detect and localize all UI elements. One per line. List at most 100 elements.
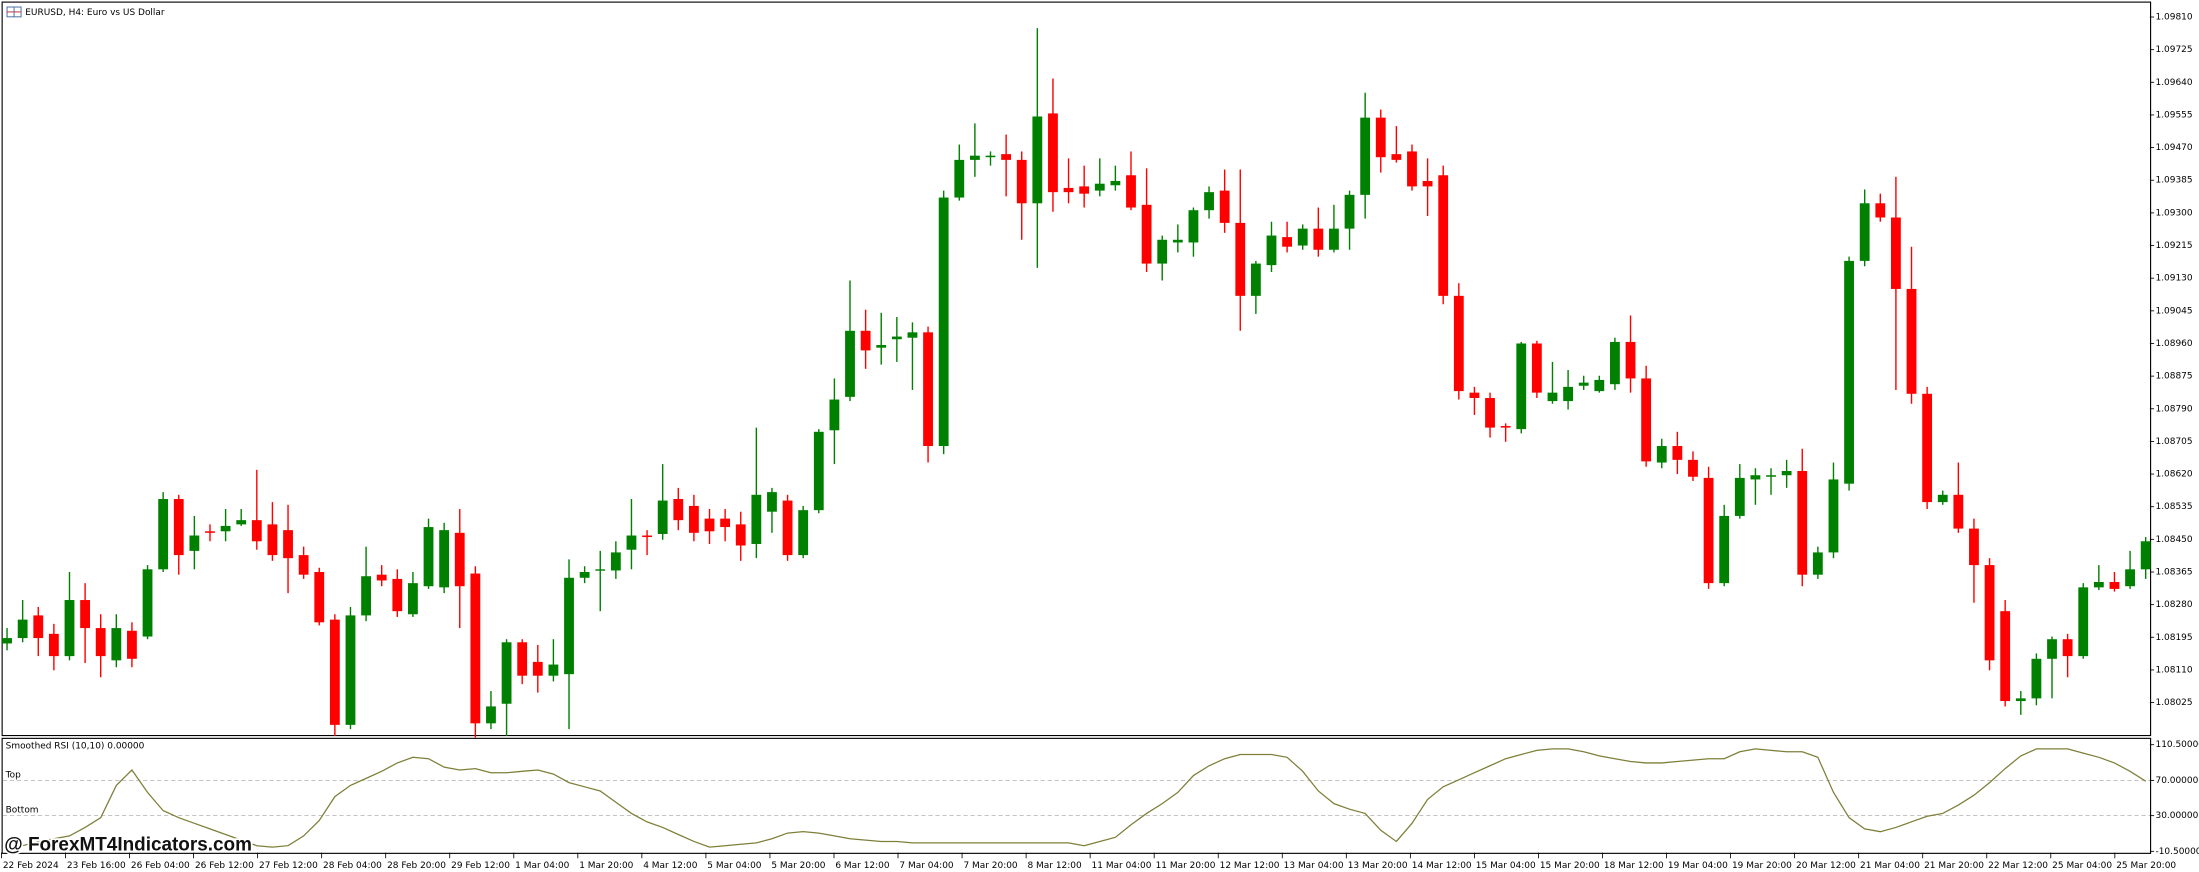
time-label: 7 Mar 20:00: [963, 861, 1017, 871]
candle-body: [907, 332, 918, 338]
candle-body: [969, 155, 980, 160]
candle-body: [610, 552, 621, 571]
candle-body: [1969, 528, 1979, 566]
candle-body: [95, 628, 106, 657]
candle-body: [361, 576, 371, 616]
y-tick-label: 1.08705: [2155, 437, 2192, 447]
candle-body: [64, 600, 75, 657]
candle-body: [657, 500, 668, 534]
time-label: 1 Mar 20:00: [579, 861, 633, 871]
time-label: 27 Feb 12:00: [259, 861, 318, 871]
candle-body: [439, 530, 450, 588]
candle-body: [2047, 639, 2057, 659]
candle-body: [1407, 151, 1417, 187]
time-label: 26 Feb 12:00: [195, 861, 254, 871]
y-tick-label: 1.08960: [2155, 339, 2192, 349]
watermark: @ ForexMT4Indicators.com: [4, 835, 252, 856]
candle-body: [1859, 203, 1870, 261]
time-label: 22 Feb 2024: [3, 861, 59, 871]
y-tick-label: 30.00000: [2155, 811, 2198, 821]
candle-body: [860, 330, 871, 351]
candle-body: [1766, 475, 1776, 477]
y-tick-label: 1.08365: [2155, 568, 2192, 578]
candle-body: [564, 577, 574, 675]
candle-body: [1297, 228, 1308, 246]
candle-body: [829, 399, 840, 431]
time-label: 5 Mar 04:00: [707, 861, 761, 871]
y-tick-label: 1.09725: [2155, 45, 2192, 55]
y-tick-label: 1.09810: [2155, 13, 2192, 23]
time-label: 29 Feb 12:00: [451, 861, 510, 871]
time-label: 23 Feb 16:00: [67, 861, 126, 871]
candle-body: [2109, 581, 2120, 589]
candle-body: [1126, 175, 1136, 208]
y-tick-label: 1.09555: [2155, 110, 2192, 120]
y-tick-label: 1.08535: [2155, 502, 2192, 512]
candle-body: [704, 518, 715, 532]
indicator-title: Smoothed RSI (10,10) 0.00000: [6, 742, 145, 752]
time-label: 21 Mar 20:00: [1924, 861, 1984, 871]
time-label: 22 Mar 12:00: [1988, 861, 2048, 871]
candle-body: [1375, 117, 1386, 158]
candle-body: [142, 569, 153, 637]
candle-body: [220, 525, 231, 532]
candle-body: [891, 336, 902, 340]
candle-body: [1266, 235, 1277, 266]
y-tick-label: 1.08025: [2155, 698, 2192, 708]
candle-body: [1438, 175, 1449, 296]
time-label: 6 Mar 12:00: [835, 861, 889, 871]
candle-body: [845, 330, 855, 397]
candle-body: [1875, 203, 1886, 218]
y-tick-label: 1.08450: [2155, 535, 2192, 545]
y-tick-label: 1.09300: [2155, 208, 2192, 218]
candle-body: [1937, 494, 1948, 503]
time-label: 11 Mar 20:00: [1156, 861, 1216, 871]
candle-body: [1453, 295, 1464, 392]
time-label: 14 Mar 12:00: [1412, 861, 1472, 871]
candle-body: [329, 619, 340, 725]
candle-body: [1672, 446, 1683, 460]
candle-body: [80, 600, 91, 629]
candle-body: [626, 535, 637, 550]
candle-body: [673, 499, 684, 521]
candle-body: [2031, 658, 2042, 699]
candle-body: [1906, 288, 1917, 394]
candle-body: [486, 706, 496, 724]
candle-body: [1610, 341, 1620, 385]
candle-body: [392, 578, 403, 612]
level-label: Bottom: [6, 806, 39, 816]
time-label: 19 Mar 20:00: [1732, 861, 1792, 871]
candle-body: [1344, 194, 1355, 229]
time-label: 25 Mar 04:00: [2052, 861, 2112, 871]
candle-body: [1422, 181, 1433, 187]
candle-body: [158, 499, 169, 570]
candle-body: [1282, 237, 1293, 247]
candle-body: [1079, 186, 1090, 194]
time-label: 1 Mar 04:00: [515, 861, 569, 871]
candle-body: [1219, 190, 1230, 223]
candle-body: [1235, 222, 1246, 296]
y-tick-label: 110.50000: [2155, 740, 2199, 750]
time-label: 15 Mar 20:00: [1540, 861, 1600, 871]
candle-body: [1953, 494, 1964, 529]
time-label: 21 Mar 04:00: [1860, 861, 1920, 871]
candle-body: [1734, 477, 1745, 516]
candle-body: [1625, 341, 1636, 379]
candle-body: [1110, 181, 1121, 186]
time-label: 15 Mar 04:00: [1476, 861, 1536, 871]
candle-body: [688, 505, 699, 533]
candle-body: [1485, 398, 1495, 428]
symbol-icon: [6, 6, 22, 18]
candle-body: [767, 492, 777, 512]
candle-body: [1750, 475, 1761, 480]
candle-body: [189, 535, 200, 551]
candle-body: [1188, 210, 1199, 243]
candle-body: [595, 569, 606, 571]
candle-body: [954, 159, 965, 198]
candle-body: [1500, 426, 1511, 428]
candle-body: [1048, 113, 1058, 193]
candle-body: [1391, 154, 1402, 160]
y-tick-label: 1.08790: [2155, 404, 2192, 414]
candle-body: [1032, 116, 1043, 204]
y-tick-label: 1.09215: [2155, 241, 2192, 251]
